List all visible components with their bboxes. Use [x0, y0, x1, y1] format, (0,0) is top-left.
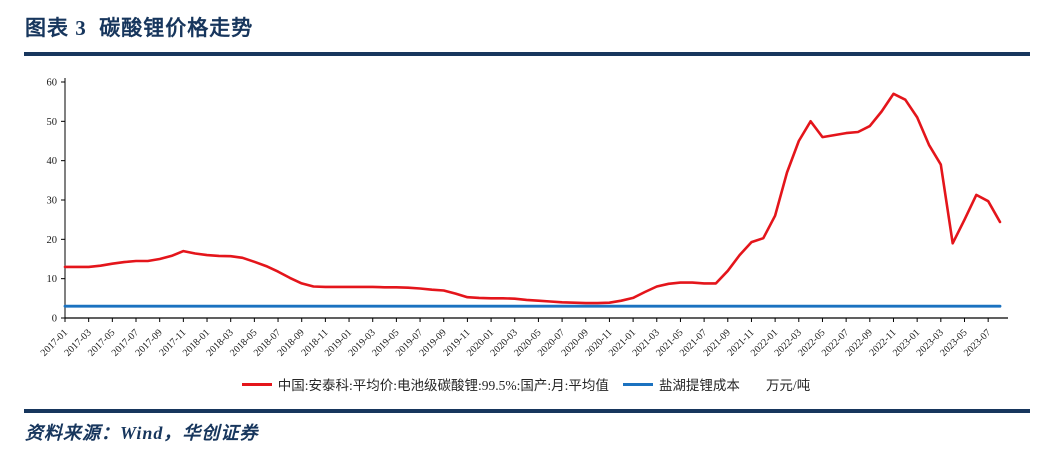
y-tick-label: 30 [47, 196, 58, 207]
y-tick-label: 60 [47, 78, 58, 89]
legend-label-cost: 盐湖提锂成本 [658, 378, 740, 393]
unit-label: 万元/吨 [765, 378, 811, 393]
legend-item-price: 中国:安泰科:平均价:电池级碳酸锂:99.5%:国产:月:平均值 [241, 374, 609, 394]
blue-line-swatch-icon [622, 382, 653, 386]
legend-label-price: 中国:安泰科:平均价:电池级碳酸锂:99.5%:国产:月:平均值 [277, 378, 609, 393]
red-line-swatch-icon [241, 382, 272, 386]
price-chart-svg: 01020304050602017-012017-032017-052017-0… [39, 78, 1008, 359]
series-price-line [63, 92, 1002, 305]
title-divider [24, 52, 1030, 56]
y-tick-label: 20 [47, 235, 58, 246]
source-note: 资料来源：Wind，华创证券 [25, 423, 259, 443]
x-tick-label: 2023-07 [962, 327, 993, 358]
chart-area: 0 10 20 30 40 50 60 2017-01 2017-03 2017-05 2017-0… [0, 70, 1052, 370]
footer-divider [24, 409, 1030, 413]
y-tick-label: 50 [47, 117, 58, 128]
legend-item-cost: 盐湖提锂成本 [622, 374, 740, 394]
y-tick-label: 40 [47, 156, 58, 167]
y-tick-label: 0 [52, 314, 57, 325]
chart-legend: 中国:安泰科:平均价:电池级碳酸锂:99.5%:国产:月:平均值 盐湖提锂成本 … [0, 374, 1052, 394]
y-tick-label: 10 [47, 274, 58, 285]
figure-title: 图表 3 碳酸锂价格走势 [25, 16, 254, 40]
